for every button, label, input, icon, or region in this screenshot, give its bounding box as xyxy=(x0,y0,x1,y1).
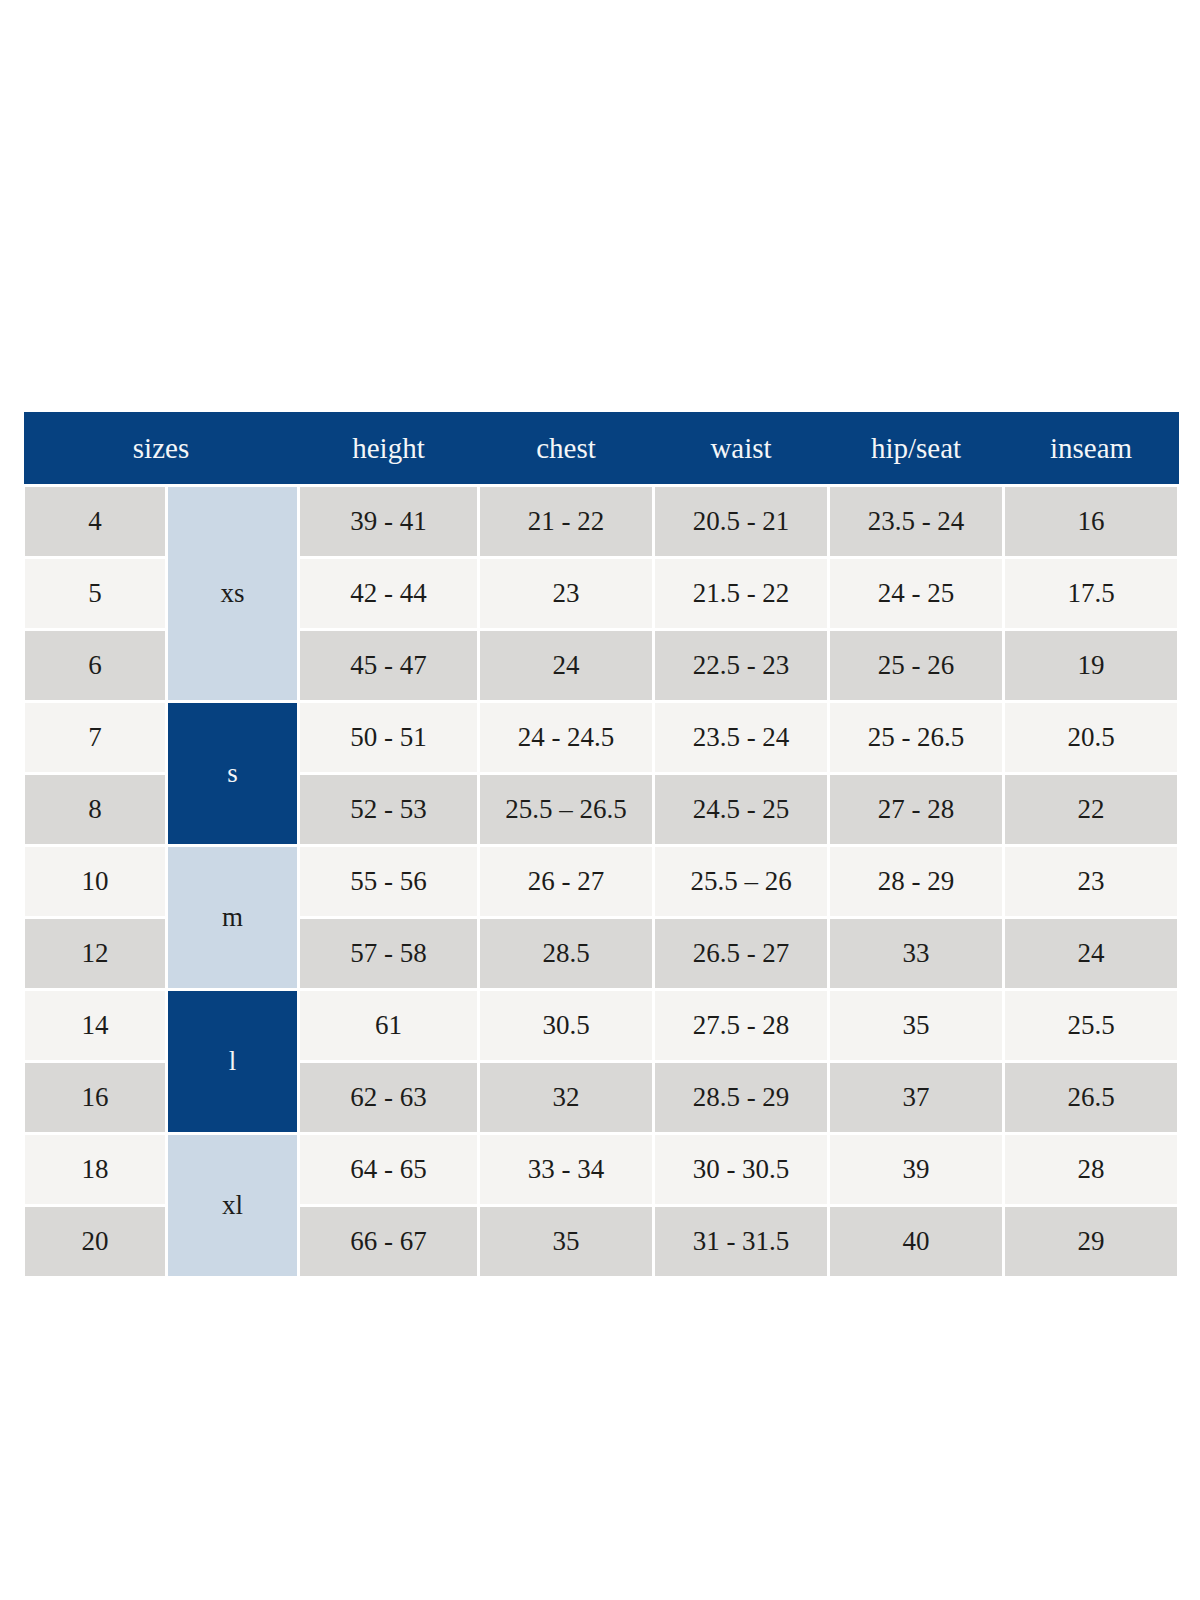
table-row: 4xs39 - 4121 - 2220.5 - 2123.5 - 2416 xyxy=(24,486,1179,558)
height-cell: 39 - 41 xyxy=(299,486,479,558)
hip-seat-cell: 28 - 29 xyxy=(829,846,1004,918)
inseam-cell: 20.5 xyxy=(1004,702,1179,774)
waist-cell: 23.5 - 24 xyxy=(654,702,829,774)
waist-cell: 30 - 30.5 xyxy=(654,1134,829,1206)
inseam-cell: 29 xyxy=(1004,1206,1179,1278)
height-cell: 42 - 44 xyxy=(299,558,479,630)
chest-cell: 30.5 xyxy=(479,990,654,1062)
size-number-cell: 10 xyxy=(24,846,167,918)
chest-cell: 33 - 34 xyxy=(479,1134,654,1206)
hip-seat-cell: 24 - 25 xyxy=(829,558,1004,630)
height-cell: 66 - 67 xyxy=(299,1206,479,1278)
size-number-cell: 20 xyxy=(24,1206,167,1278)
inseam-cell: 16 xyxy=(1004,486,1179,558)
waist-cell: 24.5 - 25 xyxy=(654,774,829,846)
chest-cell: 24 - 24.5 xyxy=(479,702,654,774)
col-header-sizes: sizes xyxy=(24,412,299,486)
hip-seat-cell: 27 - 28 xyxy=(829,774,1004,846)
col-header-waist: waist xyxy=(654,412,829,486)
size-chart: sizes height chest waist hip/seat inseam… xyxy=(22,412,1177,1279)
inseam-cell: 17.5 xyxy=(1004,558,1179,630)
waist-cell: 20.5 - 21 xyxy=(654,486,829,558)
chest-cell: 28.5 xyxy=(479,918,654,990)
col-header-inseam: inseam xyxy=(1004,412,1179,486)
height-cell: 52 - 53 xyxy=(299,774,479,846)
size-number-cell: 8 xyxy=(24,774,167,846)
table-row: 10m55 - 5626 - 2725.5 – 2628 - 2923 xyxy=(24,846,1179,918)
size-number-cell: 4 xyxy=(24,486,167,558)
hip-seat-cell: 23.5 - 24 xyxy=(829,486,1004,558)
size-number-cell: 6 xyxy=(24,630,167,702)
height-cell: 50 - 51 xyxy=(299,702,479,774)
size-group-cell: m xyxy=(167,846,299,990)
size-number-cell: 5 xyxy=(24,558,167,630)
waist-cell: 28.5 - 29 xyxy=(654,1062,829,1134)
size-group-cell: s xyxy=(167,702,299,846)
height-cell: 64 - 65 xyxy=(299,1134,479,1206)
size-number-cell: 18 xyxy=(24,1134,167,1206)
waist-cell: 22.5 - 23 xyxy=(654,630,829,702)
inseam-cell: 22 xyxy=(1004,774,1179,846)
size-number-cell: 14 xyxy=(24,990,167,1062)
waist-cell: 31 - 31.5 xyxy=(654,1206,829,1278)
inseam-cell: 19 xyxy=(1004,630,1179,702)
inseam-cell: 26.5 xyxy=(1004,1062,1179,1134)
height-cell: 45 - 47 xyxy=(299,630,479,702)
hip-seat-cell: 37 xyxy=(829,1062,1004,1134)
size-group-cell: xs xyxy=(167,486,299,702)
inseam-cell: 25.5 xyxy=(1004,990,1179,1062)
hip-seat-cell: 39 xyxy=(829,1134,1004,1206)
col-header-height: height xyxy=(299,412,479,486)
hip-seat-cell: 25 - 26.5 xyxy=(829,702,1004,774)
table-row: 7s50 - 5124 - 24.523.5 - 2425 - 26.520.5 xyxy=(24,702,1179,774)
col-header-hip-seat: hip/seat xyxy=(829,412,1004,486)
inseam-cell: 28 xyxy=(1004,1134,1179,1206)
waist-cell: 21.5 - 22 xyxy=(654,558,829,630)
chest-cell: 32 xyxy=(479,1062,654,1134)
size-number-cell: 16 xyxy=(24,1062,167,1134)
hip-seat-cell: 40 xyxy=(829,1206,1004,1278)
chest-cell: 23 xyxy=(479,558,654,630)
waist-cell: 27.5 - 28 xyxy=(654,990,829,1062)
size-table-body: 4xs39 - 4121 - 2220.5 - 2123.5 - 2416542… xyxy=(24,486,1179,1278)
inseam-cell: 23 xyxy=(1004,846,1179,918)
waist-cell: 26.5 - 27 xyxy=(654,918,829,990)
height-cell: 55 - 56 xyxy=(299,846,479,918)
table-row: 18xl64 - 6533 - 3430 - 30.53928 xyxy=(24,1134,1179,1206)
size-chart-table: sizes height chest waist hip/seat inseam… xyxy=(22,412,1180,1279)
height-cell: 57 - 58 xyxy=(299,918,479,990)
height-cell: 62 - 63 xyxy=(299,1062,479,1134)
size-group-cell: xl xyxy=(167,1134,299,1278)
chest-cell: 24 xyxy=(479,630,654,702)
size-number-cell: 12 xyxy=(24,918,167,990)
hip-seat-cell: 35 xyxy=(829,990,1004,1062)
size-number-cell: 7 xyxy=(24,702,167,774)
col-header-chest: chest xyxy=(479,412,654,486)
inseam-cell: 24 xyxy=(1004,918,1179,990)
height-cell: 61 xyxy=(299,990,479,1062)
table-row: 14l6130.527.5 - 283525.5 xyxy=(24,990,1179,1062)
hip-seat-cell: 33 xyxy=(829,918,1004,990)
chest-cell: 21 - 22 xyxy=(479,486,654,558)
chest-cell: 26 - 27 xyxy=(479,846,654,918)
chest-cell: 35 xyxy=(479,1206,654,1278)
waist-cell: 25.5 – 26 xyxy=(654,846,829,918)
size-group-cell: l xyxy=(167,990,299,1134)
hip-seat-cell: 25 - 26 xyxy=(829,630,1004,702)
chest-cell: 25.5 – 26.5 xyxy=(479,774,654,846)
header-row: sizes height chest waist hip/seat inseam xyxy=(24,412,1179,486)
